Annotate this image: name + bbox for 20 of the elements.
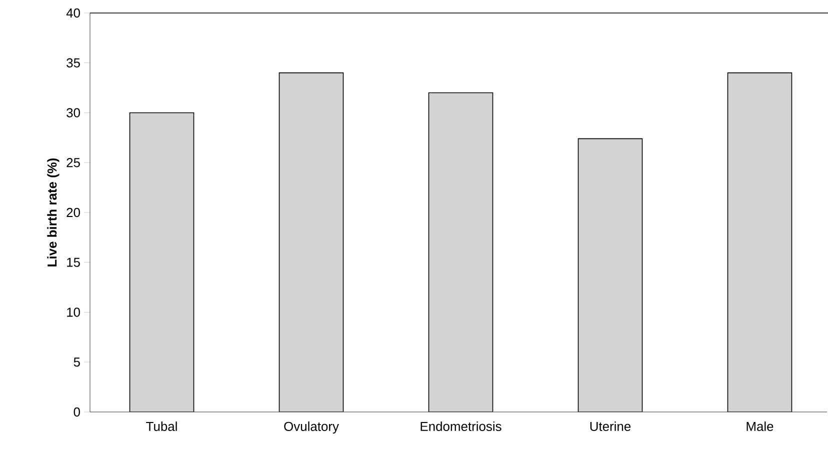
y-tick-label: 30 bbox=[66, 108, 80, 118]
x-tick-label: Ovulatory bbox=[284, 422, 339, 434]
y-tick-label: 15 bbox=[67, 258, 80, 267]
bar bbox=[428, 92, 494, 412]
x-tick-label: Uterine bbox=[590, 422, 631, 432]
y-tick-label: 20 bbox=[66, 208, 80, 218]
y-tick-label: 0 bbox=[74, 407, 80, 417]
y-tick-label: 40 bbox=[66, 8, 80, 18]
y-tick-label: 35 bbox=[66, 58, 80, 68]
bar bbox=[278, 72, 344, 412]
y-tick-label: 10 bbox=[67, 308, 80, 317]
y-tick-label: 25 bbox=[66, 158, 80, 168]
y-axis-title: Live birth rate (%) bbox=[47, 158, 60, 266]
bar bbox=[727, 72, 792, 412]
x-tick-label: Endometriosis bbox=[420, 422, 502, 432]
bar bbox=[129, 112, 194, 412]
x-tick-label: Tubal bbox=[146, 422, 177, 432]
bar bbox=[578, 138, 643, 412]
y-tick-label: 5 bbox=[74, 358, 80, 367]
x-tick-label: Male bbox=[746, 422, 774, 432]
